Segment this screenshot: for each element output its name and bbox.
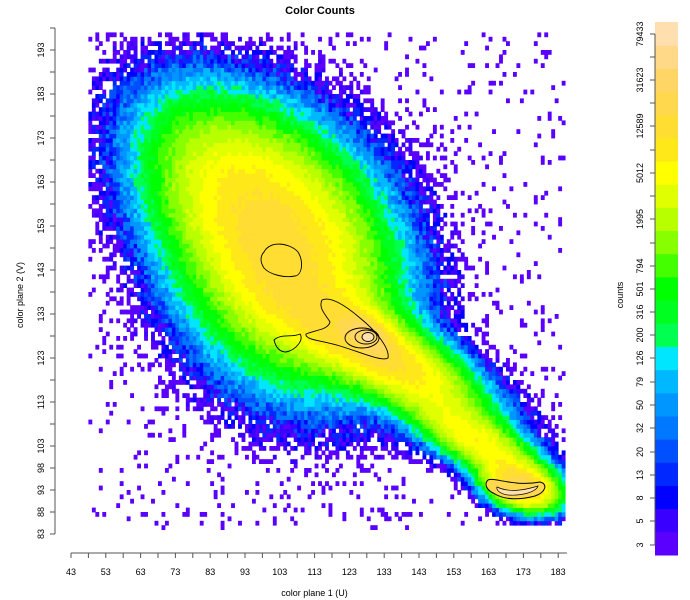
- y-tick-label: 123: [36, 350, 46, 365]
- colorbar-tick-label: 316: [635, 304, 645, 319]
- x-tick-label: 73: [170, 567, 180, 577]
- x-tick-label: 43: [66, 567, 76, 577]
- x-tick-label: 173: [516, 567, 531, 577]
- y-tick-label: 113: [36, 395, 46, 409]
- x-tick-label: 103: [272, 567, 287, 577]
- colorbar-tick-label: 200: [635, 327, 645, 342]
- colorbar-tick-label: 50: [635, 400, 645, 410]
- y-axis-label: color plane 2 (V): [15, 261, 25, 329]
- colorbar-tick-label: 12589: [635, 113, 645, 138]
- colorbar-tick-label: 1995: [635, 209, 645, 229]
- colorbar-tick-label: 32: [635, 423, 645, 433]
- colorbar-tick-label: 79: [635, 377, 645, 387]
- colorbar-tick-label: 5012: [635, 163, 645, 183]
- x-tick-label: 183: [551, 567, 566, 577]
- colorbar-label: counts: [615, 281, 625, 309]
- colorbar: 3 5 8 13 20 32 50 79 126 200 316 501 794 1995 5012 1258…: [635, 21, 678, 556]
- x-tick-label: 53: [101, 567, 111, 577]
- colorbar-tick-label: 31623: [635, 67, 645, 92]
- x-tick-label: 113: [307, 567, 321, 577]
- y-tick-label: 98: [36, 463, 46, 473]
- heatmap-cells: [88, 32, 566, 530]
- y-tick-label: 93: [36, 485, 46, 495]
- x-axis-label: color plane 1 (U): [281, 588, 348, 598]
- y-tick-label: 133: [36, 306, 46, 321]
- x-tick-label: 153: [446, 567, 461, 577]
- colorbar-tick-label: 5: [635, 518, 645, 523]
- colorbar-tick-label: 501: [635, 281, 645, 296]
- y-tick-label: 88: [36, 507, 46, 517]
- x-tick-label: 93: [240, 567, 250, 577]
- x-tick-label: 123: [342, 567, 357, 577]
- x-tick-label: 163: [481, 567, 496, 577]
- x-tick-label: 133: [377, 567, 392, 577]
- colorbar-tick-label: 79433: [635, 21, 645, 46]
- colorbar-tick-label: 20: [635, 447, 645, 457]
- y-tick-label: 183: [36, 86, 46, 101]
- y-tick-label: 143: [36, 262, 46, 277]
- axes: 83 88 93 98 103 113 123 133 143 153 163 173 183 193 43…: [36, 27, 567, 577]
- y-tick-label: 83: [36, 529, 46, 539]
- colorbar-tick-label: 13: [635, 470, 645, 480]
- colorbar-tick-label: 794: [635, 258, 645, 273]
- chart-title: Color Counts: [285, 5, 355, 17]
- x-tick-label: 83: [205, 567, 215, 577]
- x-tick-label: 143: [411, 567, 426, 577]
- y-tick-label: 193: [36, 42, 46, 57]
- x-tick-label: 63: [136, 567, 146, 577]
- colorbar-tick-label: 8: [635, 495, 645, 500]
- y-tick-label: 153: [36, 218, 46, 233]
- y-tick-label: 163: [36, 174, 46, 189]
- y-tick-label: 173: [36, 130, 46, 145]
- y-tick-label: 103: [36, 438, 46, 453]
- colorbar-tick-label: 126: [635, 350, 645, 365]
- contour-lines: [260, 243, 546, 500]
- colorbar-tick-label: 3: [635, 542, 645, 547]
